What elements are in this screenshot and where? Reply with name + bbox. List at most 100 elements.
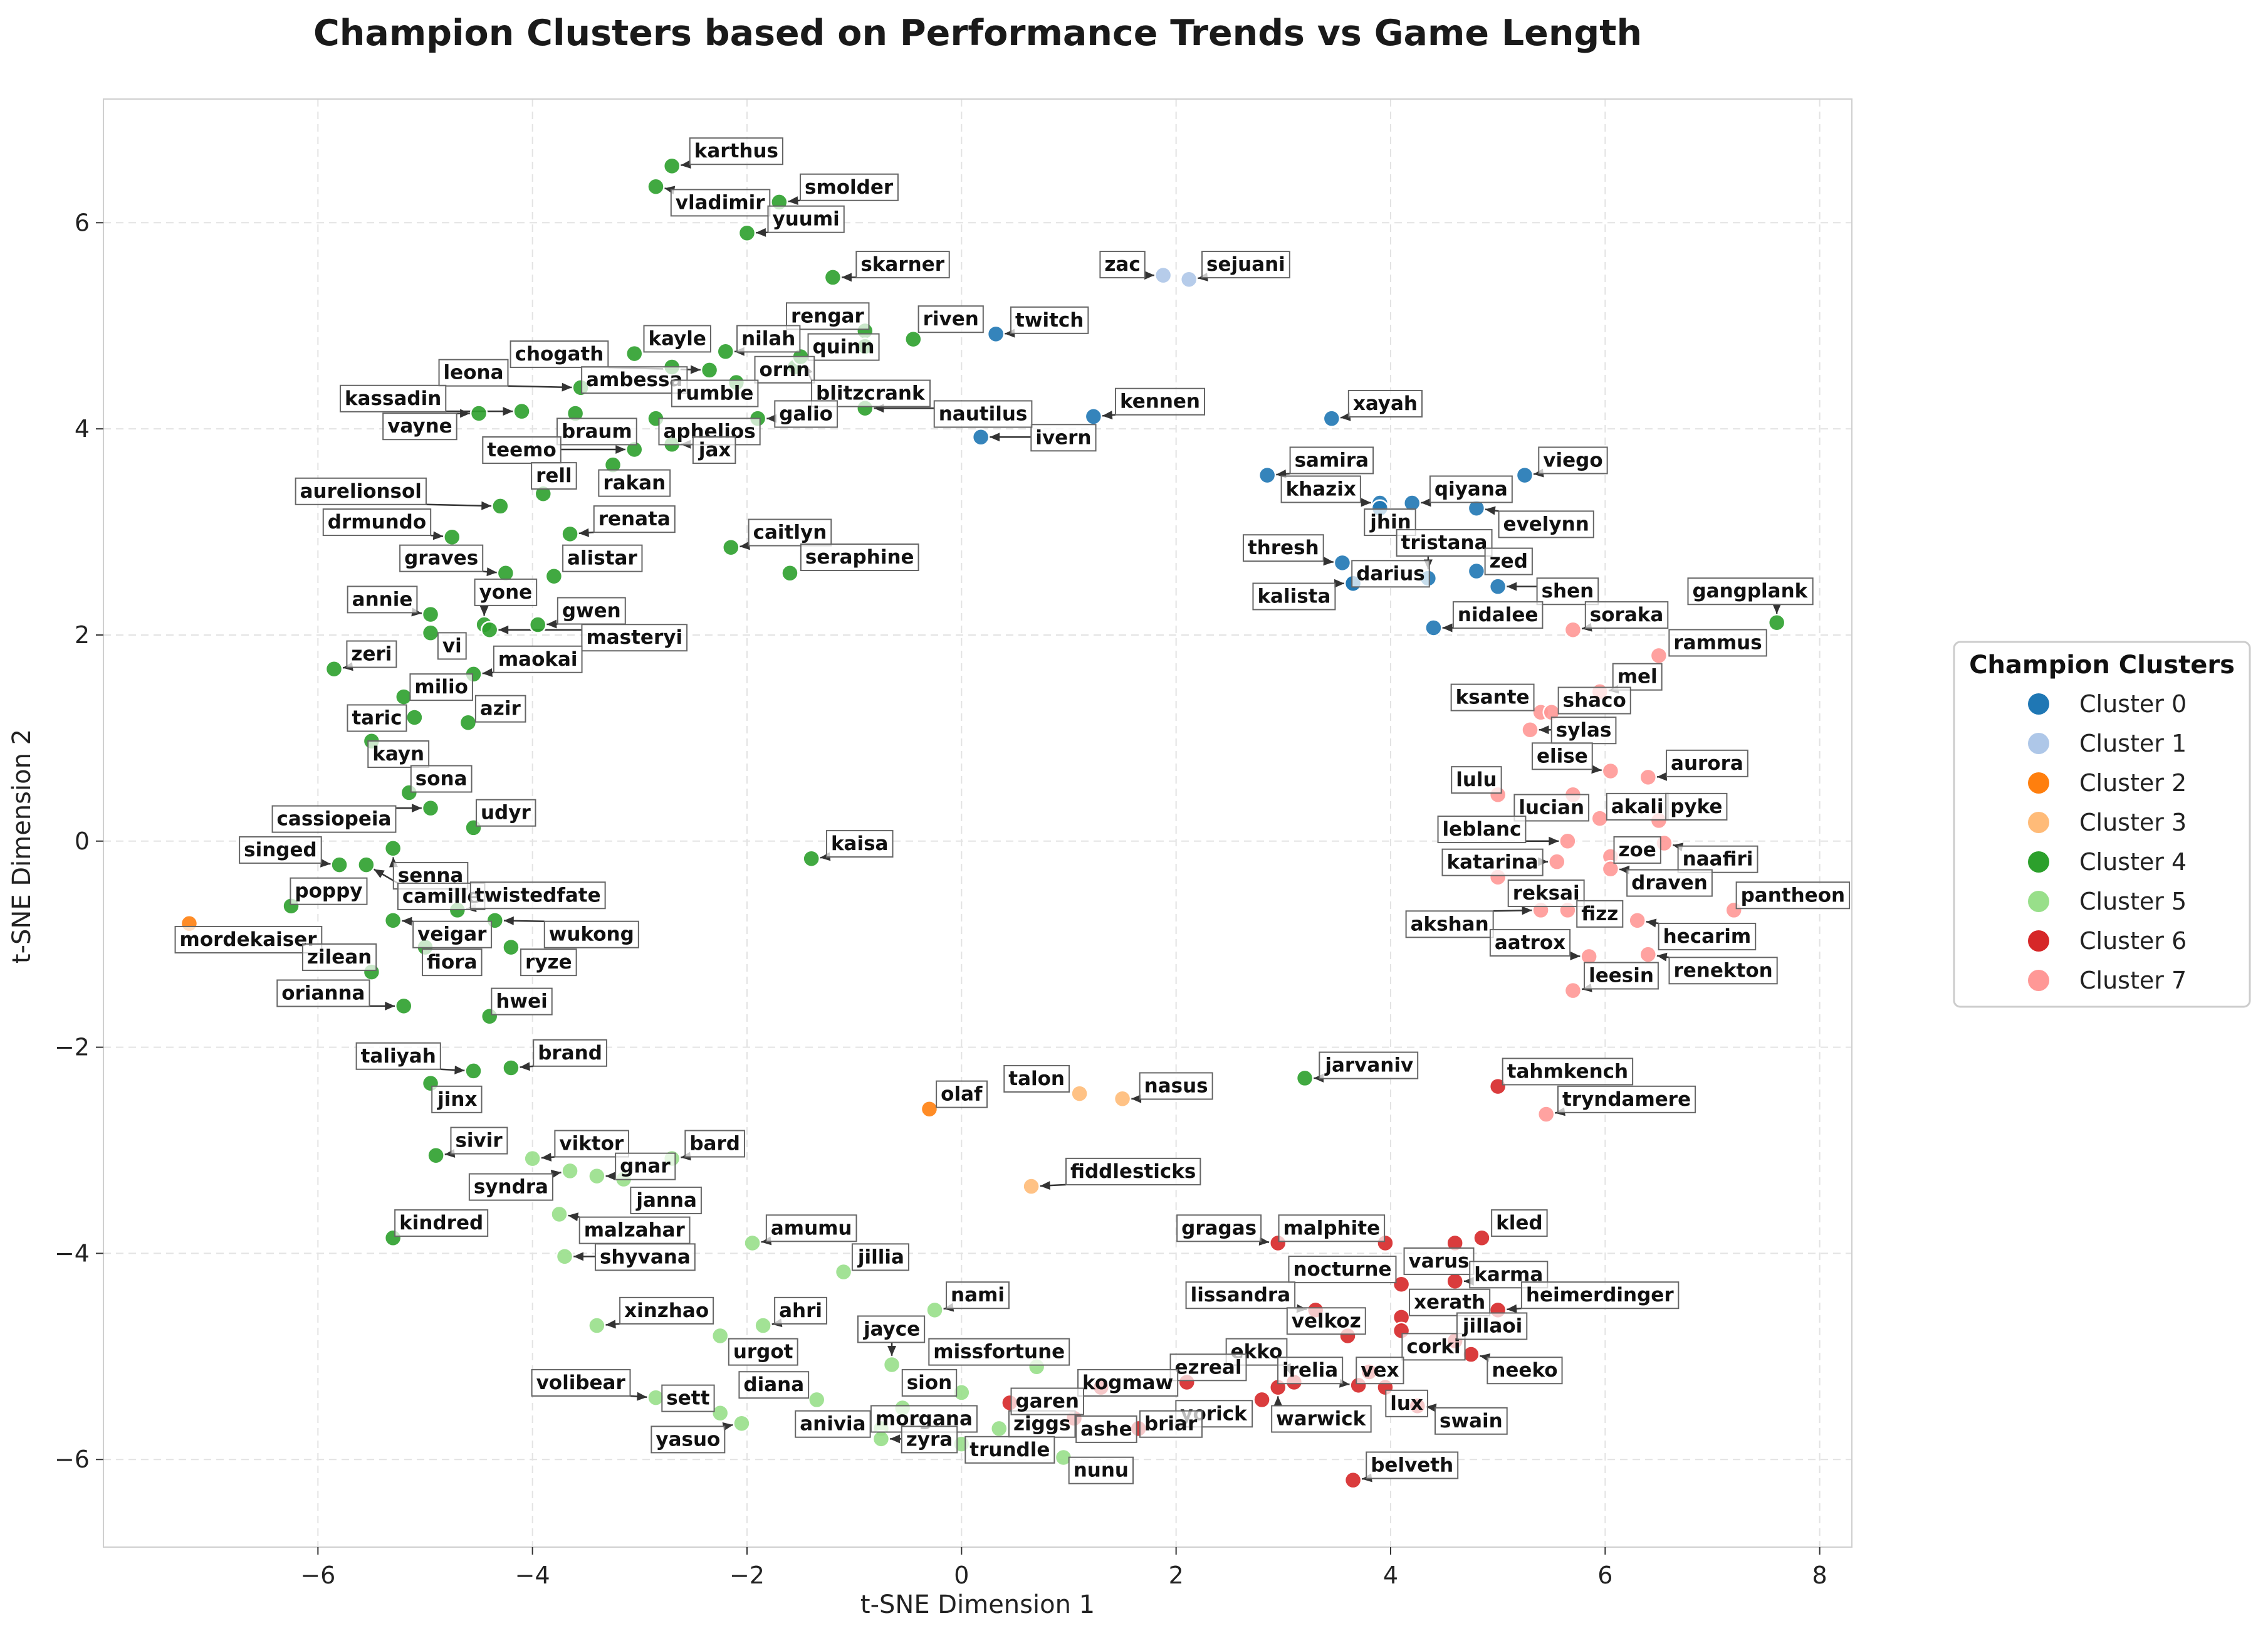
- label-arrow-head: [1442, 623, 1453, 633]
- label-arrow-head: [681, 160, 691, 169]
- data-point-ziggs: [990, 1419, 1008, 1438]
- label-arrow-head: [1040, 1181, 1050, 1190]
- data-point-taric: [405, 708, 424, 727]
- point-label-garen: garen: [1016, 1390, 1080, 1413]
- point-label-box: [1065, 1157, 1201, 1185]
- point-label-jayce: jayce: [862, 1318, 920, 1340]
- data-point-masteryi: [480, 621, 499, 639]
- legend-entry-label: Cluster 2: [2079, 769, 2187, 797]
- label-arrow-head: [374, 869, 385, 878]
- point-label-box: [174, 925, 323, 953]
- point-label-box: [1487, 1357, 1563, 1385]
- point-label-box: [1584, 601, 1669, 629]
- point-label-box: [520, 948, 577, 977]
- point-label-singed: singed: [244, 839, 317, 861]
- point-label-box: [474, 695, 526, 723]
- point-label-box: [367, 740, 430, 769]
- point-label-darius: darius: [1356, 562, 1425, 585]
- point-label-azir: azir: [480, 698, 521, 720]
- data-point-thresh: [1333, 554, 1352, 572]
- label-arrow-head: [573, 1252, 584, 1261]
- data-point-xinzhao: [588, 1316, 606, 1335]
- label-arrow-head: [1507, 582, 1517, 591]
- point-label-kogmaw: kogmaw: [1082, 1372, 1173, 1394]
- data-point-camille: [357, 856, 375, 874]
- x-tick-label: 4: [1383, 1562, 1398, 1589]
- data-point-kennen: [1084, 407, 1103, 426]
- point-label-box: [437, 632, 467, 660]
- label-arrow-line: [508, 385, 572, 389]
- point-label-aurelionsol: aurelionsol: [300, 480, 422, 503]
- point-label-twistedfate: twistedfate: [475, 884, 601, 906]
- data-point-akali: [1591, 809, 1609, 827]
- point-label-box: [409, 673, 473, 701]
- point-label-yasuo: yasuo: [656, 1428, 720, 1451]
- point-label-chogath: chogath: [515, 343, 604, 365]
- data-point-zac: [1154, 266, 1173, 285]
- point-label-box: [855, 251, 950, 279]
- point-label-belveth: belveth: [1371, 1454, 1453, 1476]
- point-label-qiyana: qiyana: [1434, 478, 1508, 500]
- point-label-orianna: orianna: [281, 982, 365, 1004]
- data-point-gwen: [528, 616, 547, 634]
- point-label-lissandra: lissandra: [1191, 1284, 1291, 1306]
- point-label-box: [1099, 251, 1146, 279]
- point-label-rumble: rumble: [676, 382, 754, 405]
- point-label-ziggs: ziggs: [1013, 1413, 1071, 1436]
- point-label-vladimir: vladimir: [676, 191, 765, 214]
- label-arrow-head: [1361, 498, 1371, 507]
- point-label-box: [767, 205, 845, 233]
- point-label-gragas: gragas: [1181, 1217, 1257, 1239]
- label-arrow-head: [454, 1065, 465, 1074]
- data-point-jarvaniv: [1295, 1069, 1314, 1088]
- point-label-box: [1513, 794, 1590, 822]
- point-label-box: [615, 1152, 676, 1180]
- point-label-box: [738, 1371, 810, 1399]
- point-label-box: [1437, 816, 1527, 844]
- label-arrow-head: [503, 407, 513, 416]
- data-point-zed: [1467, 562, 1486, 580]
- data-point-tryndamere: [1537, 1105, 1555, 1123]
- point-label-box: [1114, 387, 1206, 416]
- point-label-kayn: kayn: [372, 743, 424, 765]
- point-label-naafiri: naafiri: [1683, 848, 1753, 871]
- data-point-fiddlesticks: [1022, 1177, 1040, 1195]
- data-point-karthus: [662, 157, 681, 176]
- point-label-box: [692, 436, 736, 465]
- point-label-poppy: poppy: [295, 880, 362, 903]
- point-label-gwen: gwen: [562, 599, 621, 622]
- point-label-box: [1520, 1281, 1680, 1310]
- point-label-elise: elise: [1537, 745, 1588, 767]
- point-label-jillaoi: jillaoi: [1461, 1315, 1522, 1338]
- point-label-box: [355, 1042, 441, 1070]
- point-label-box: [410, 765, 473, 793]
- label-arrow-head: [320, 858, 331, 868]
- point-label-box: [491, 987, 553, 1016]
- point-label-box: [1666, 749, 1748, 777]
- data-point-renata: [561, 525, 579, 543]
- data-point-jillia: [834, 1263, 853, 1281]
- point-label-aurora: aurora: [1671, 752, 1743, 775]
- point-label-box: [554, 1130, 629, 1158]
- point-label-box: [928, 1338, 1070, 1366]
- point-label-box: [1489, 928, 1571, 957]
- label-arrow-head: [541, 1152, 552, 1162]
- point-label-box: [1185, 1281, 1296, 1310]
- point-label-neeko: neeko: [1492, 1359, 1557, 1382]
- point-label-box: [1434, 1407, 1508, 1435]
- label-arrow-head: [562, 382, 572, 392]
- legend-marker: [2028, 930, 2049, 952]
- label-arrow-head: [1323, 557, 1334, 566]
- point-label-gangplank: gangplank: [1692, 580, 1808, 602]
- point-label-box: [1626, 869, 1713, 897]
- data-point-seraphine: [781, 564, 799, 582]
- label-arrow-head: [412, 804, 422, 813]
- label-arrow-head: [1131, 1094, 1142, 1103]
- point-label-box: [346, 640, 397, 668]
- label-arrow-head: [498, 625, 509, 634]
- label-arrow-head: [1591, 765, 1602, 774]
- tick-layer: −6 −4 −2 0 2 4 6 8 −6 −4 −2 0 2 4 6: [55, 209, 1827, 1589]
- point-label-swain: swain: [1440, 1410, 1503, 1432]
- point-label-box: [1557, 1085, 1696, 1113]
